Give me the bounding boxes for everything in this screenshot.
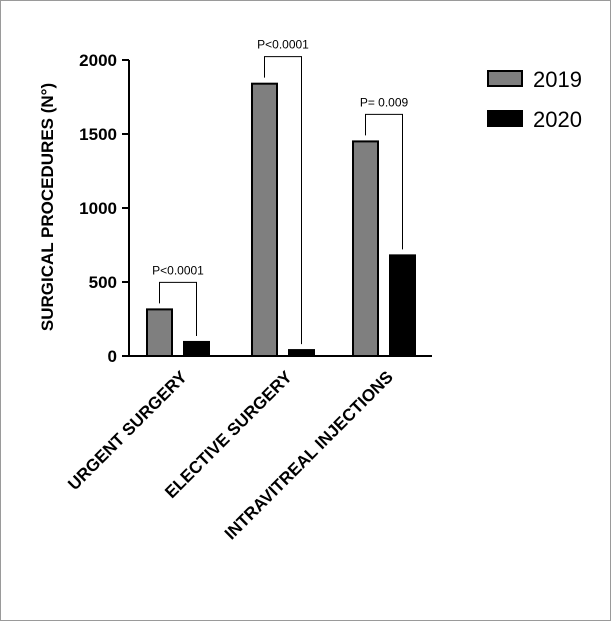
p-value-label: P<0.0001: [152, 263, 204, 277]
y-axis-label: SURGICAL PROCEDURES (N°): [38, 83, 57, 331]
y-tick-label: 1500: [79, 125, 117, 144]
y-tick-label: 1000: [79, 199, 117, 218]
axes: 0 500 1000 1500 2000: [79, 51, 432, 366]
legend-swatch-2019: [487, 70, 523, 87]
bar-2020-3: [389, 254, 416, 357]
y-tick-label: 500: [89, 273, 117, 292]
bar-2020-1: [183, 340, 210, 358]
significance-bracket: [365, 113, 403, 250]
significance-bracket: [159, 281, 197, 336]
bar-2019-2: [251, 82, 278, 358]
significance-bracket: [264, 56, 302, 345]
y-tick-label: 2000: [79, 51, 117, 70]
legend-label-2020: 2020: [533, 107, 582, 132]
x-tick-label: INTRAVITREAL INJECTIONS: [221, 367, 397, 543]
legend-label-2019: 2019: [533, 67, 582, 92]
y-tick-label: 0: [108, 347, 117, 366]
p-value-label: P= 0.009: [360, 95, 409, 109]
legend-swatch-2020: [487, 110, 523, 127]
p-value-label: P<0.0001: [257, 38, 309, 52]
bar-2020-2: [288, 349, 315, 357]
bar-2019-3: [352, 140, 379, 357]
legend: 2019 2020: [487, 67, 582, 132]
bars: [146, 82, 416, 358]
bar-2019-1: [146, 308, 173, 358]
significance-annotations: P<0.0001 P<0.0001 P= 0.009: [152, 38, 409, 345]
x-tick-label: URGENT SURGERY: [64, 367, 191, 494]
